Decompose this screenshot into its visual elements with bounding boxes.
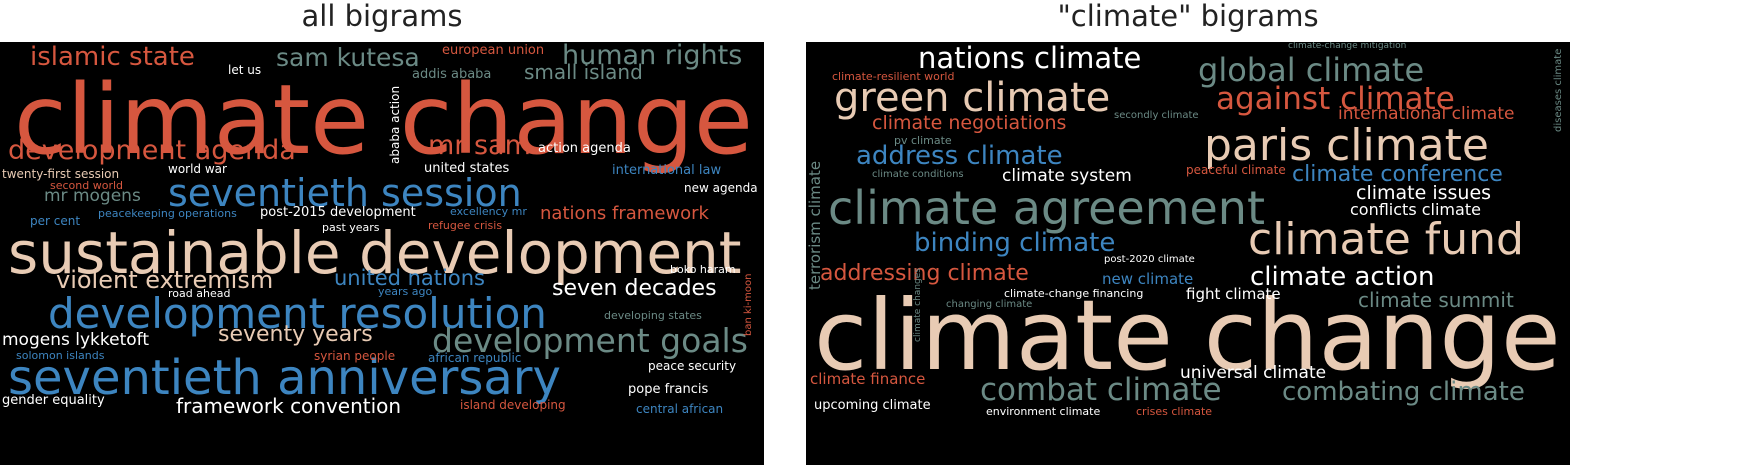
word-upcoming-climate: upcoming climate — [814, 398, 931, 413]
word-climate-conference: climate conference — [1292, 162, 1503, 187]
word-development-goals: development goals — [432, 321, 748, 360]
word-climate-agreement: climate agreement — [828, 181, 1265, 235]
word-address-climate: address climate — [856, 141, 1063, 171]
word-climate-change: climate change — [814, 279, 1561, 392]
word-syrian-people: syrian people — [314, 349, 396, 363]
word-years-ago: years ago — [378, 285, 433, 298]
word-seventieth-session: seventieth session — [168, 171, 522, 215]
word-excellency-mr: excellency mr — [450, 205, 527, 218]
word-diseases-climate: diseases climate — [1553, 48, 1564, 132]
word-climate-system: climate system — [1002, 166, 1132, 186]
word-new-climate: new climate — [1102, 270, 1194, 288]
word-international-climate: international climate — [1338, 104, 1515, 124]
word-violent-extremism: violent extremism — [56, 266, 274, 294]
word-climate-change-mitigation: climate-change mitigation — [1288, 42, 1407, 51]
word-against-climate: against climate — [1216, 81, 1455, 117]
word-crises-climate: crises climate — [1136, 405, 1213, 418]
word-peaceful-climate: peaceful climate — [1186, 163, 1286, 177]
word-fight-climate: fight climate — [1186, 285, 1281, 303]
word-climate-fund: climate fund — [1248, 214, 1524, 265]
word-twenty-first-session: twenty-first session — [2, 167, 120, 181]
word-nations-framework: nations framework — [540, 203, 709, 224]
word-green-climate: green climate — [834, 75, 1111, 121]
word-united-nations: united nations — [334, 266, 485, 290]
word-island-developing: island developing — [460, 398, 566, 412]
left-panel-title: all bigrams — [301, 0, 463, 33]
right-panel-title: "climate" bigrams — [1057, 0, 1319, 33]
word-islamic-state: islamic state — [30, 42, 195, 72]
word-addis-ababa: addis ababa — [412, 67, 492, 82]
word-combating-climate: combating climate — [1282, 377, 1525, 407]
word-per-cent: per cent — [30, 214, 81, 228]
word-second-world: second world — [50, 179, 124, 192]
word-climate-resilient-world: climate-resilient world — [832, 70, 955, 83]
word-climate-conditions: climate conditions — [872, 169, 964, 180]
word-pv-climate: pv climate — [894, 134, 952, 147]
word-global-climate: global climate — [1198, 51, 1425, 89]
word-united-states: united states — [424, 161, 510, 176]
word-road-ahead: road ahead — [168, 287, 231, 300]
word-boko-haram: boko haram — [670, 263, 736, 276]
word-small-island: small island — [524, 60, 643, 84]
word-universal-climate: universal climate — [1180, 363, 1327, 383]
word-post-2015-development: post-2015 development — [260, 205, 416, 220]
word-past-years: past years — [322, 221, 380, 234]
word-development-agenda: development agenda — [8, 135, 296, 166]
word-climate-change: climate change — [14, 64, 753, 176]
word-development-resolution: development resolution — [48, 289, 547, 338]
word-framework-convention: framework convention — [176, 394, 402, 418]
word-developing-states: developing states — [604, 309, 702, 322]
word-seventieth-anniversary: seventieth anniversary — [8, 350, 561, 406]
word-sustainable-development: sustainable development — [8, 219, 742, 287]
word-post-2020-climate: post-2020 climate — [1104, 254, 1195, 265]
word-world-war: world war — [168, 162, 227, 176]
word-climate-action: climate action — [1250, 262, 1435, 292]
word-paris-climate: paris climate — [1204, 120, 1489, 171]
word-addressing-climate: addressing climate — [820, 261, 1029, 286]
word-terrorism-climate: terrorism climate — [806, 160, 824, 290]
word-changing-climate: changing climate — [946, 299, 1033, 310]
word-sam-kutesa: sam kutesa — [276, 43, 420, 72]
word-nations-climate: nations climate — [918, 42, 1142, 75]
word-central-african: central african — [636, 402, 724, 416]
word-international-law: international law — [612, 163, 722, 178]
word-seven-decades: seven decades — [552, 276, 717, 301]
word-solomon-islands: solomon islands — [16, 349, 105, 362]
word-binding-climate: binding climate — [914, 228, 1116, 258]
word-mr-mogens: mr mogens — [44, 186, 141, 206]
right-word-cloud: climate change climate agreement paris c… — [806, 42, 1570, 465]
word-african-republic: african republic — [428, 351, 522, 365]
left-word-cloud: climate change sustainable development s… — [0, 42, 764, 465]
word-climate-changes: climate changes — [913, 268, 923, 342]
word-environment-climate: environment climate — [986, 405, 1101, 418]
word-pope-francis: pope francis — [628, 382, 709, 397]
word-conflicts-climate: conflicts climate — [1350, 200, 1481, 219]
word-seventy-years: seventy years — [218, 322, 373, 347]
word-let-us: let us — [228, 63, 262, 77]
word-climate-change-financing: climate-change financing — [1004, 287, 1144, 300]
word-mr-sam: mr sam — [428, 130, 531, 161]
word-refugee-crisis: refugee crisis — [428, 219, 503, 232]
word-action-agenda: action agenda — [538, 141, 631, 156]
word-mogens-lykketoft: mogens lykketoft — [2, 330, 149, 350]
word-combat-climate: combat climate — [980, 372, 1222, 408]
word-climate-negotiations: climate negotiations — [872, 112, 1067, 134]
word-european-union: european union — [442, 43, 545, 58]
word-peacekeeping-operations: peacekeeping operations — [98, 207, 237, 220]
word-human-rights: human rights — [562, 42, 743, 71]
word-ababa-action: ababa action — [388, 85, 402, 164]
word-gender-equality: gender equality — [2, 393, 105, 408]
word-peace-security: peace security — [648, 359, 737, 373]
word-climate-issues: climate issues — [1356, 182, 1492, 204]
word-secondly-climate: secondly climate — [1114, 110, 1199, 121]
word-climate-finance: climate finance — [810, 370, 926, 388]
word-ban-ki-moon: ban ki-moon — [743, 273, 754, 337]
word-new-agenda: new agenda — [684, 181, 758, 195]
word-climate-summit: climate summit — [1358, 288, 1514, 312]
